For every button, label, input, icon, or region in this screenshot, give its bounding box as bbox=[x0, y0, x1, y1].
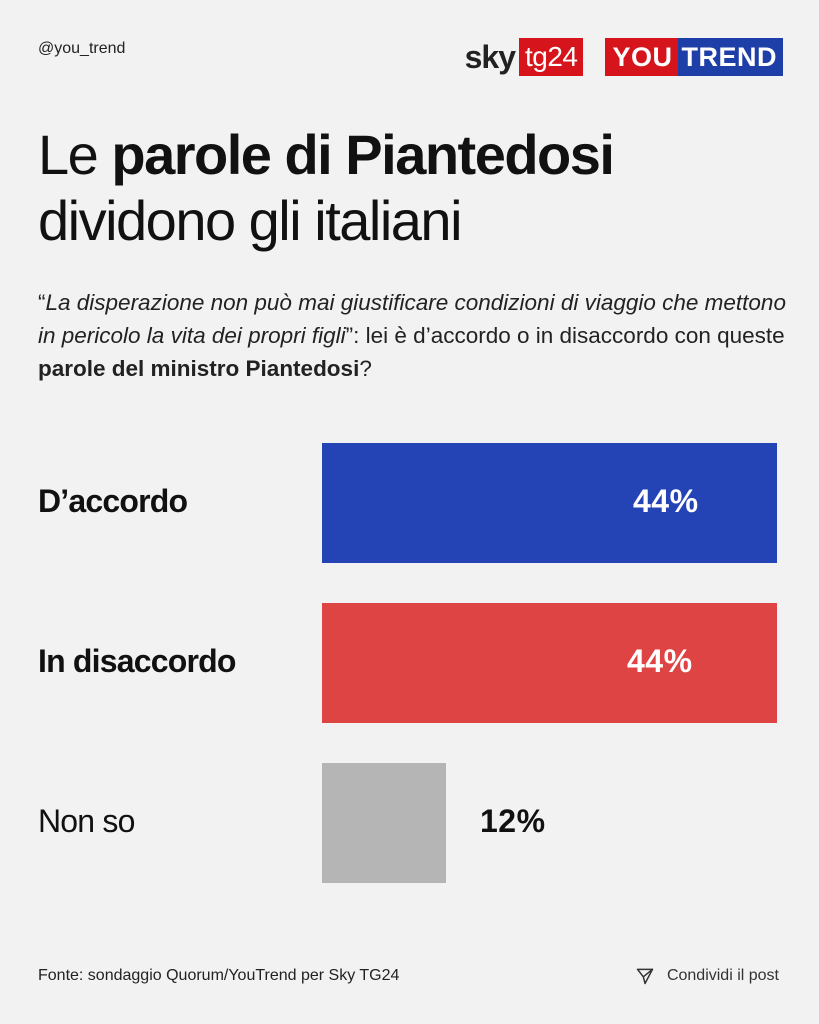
category-label-disaccordo: In disaccordo bbox=[38, 643, 236, 679]
bar-disaccordo bbox=[322, 603, 777, 723]
share-button[interactable]: Condividi il post bbox=[635, 966, 779, 986]
title-line2: dividono gli italiani bbox=[38, 189, 463, 252]
value-label-non-so: 12% bbox=[480, 803, 546, 839]
value-label-disaccordo: 44% bbox=[627, 643, 693, 679]
youtrend-logo: YOU TREND bbox=[605, 38, 783, 76]
category-label-non-so: Non so bbox=[38, 803, 135, 839]
question-close-quote: ” bbox=[345, 323, 354, 348]
question-mid: : lei è d’accordo o in disaccordo con qu… bbox=[353, 323, 785, 348]
question-open-quote: “ bbox=[38, 290, 46, 315]
question-end: ? bbox=[359, 356, 372, 381]
value-label-accordo: 44% bbox=[633, 483, 699, 519]
question-quote: La disperazione non può mai giustificare… bbox=[38, 290, 786, 348]
title-line1-bold: parole di Piantedosi bbox=[111, 123, 615, 186]
youtrend-logo-you: YOU bbox=[605, 38, 678, 76]
sky-tg24-logo: sky tg24 bbox=[465, 38, 584, 76]
source-note: Fonte: sondaggio Quorum/YouTrend per Sky… bbox=[38, 967, 400, 984]
question-bold: parole del ministro Piantedosi bbox=[38, 356, 360, 381]
logos: sky tg24 YOU TREND bbox=[465, 38, 783, 76]
category-label-accordo: D’accordo bbox=[38, 483, 188, 519]
sky-logo-text: sky bbox=[464, 39, 516, 75]
handle: @you_trend bbox=[38, 40, 126, 57]
youtrend-logo-trend: TREND bbox=[677, 38, 783, 76]
paper-plane-icon bbox=[636, 968, 654, 985]
survey-question: “La disperazione non può mai giustificar… bbox=[38, 286, 798, 385]
share-label: Condividi il post bbox=[666, 967, 779, 984]
page-title: Le parole di Piantedosi dividono gli ita… bbox=[38, 122, 798, 254]
tg24-logo-text: tg24 bbox=[518, 38, 584, 76]
bar-accordo bbox=[322, 443, 777, 563]
bar-non-so bbox=[322, 763, 446, 883]
title-line1-normal: Le bbox=[38, 123, 112, 186]
